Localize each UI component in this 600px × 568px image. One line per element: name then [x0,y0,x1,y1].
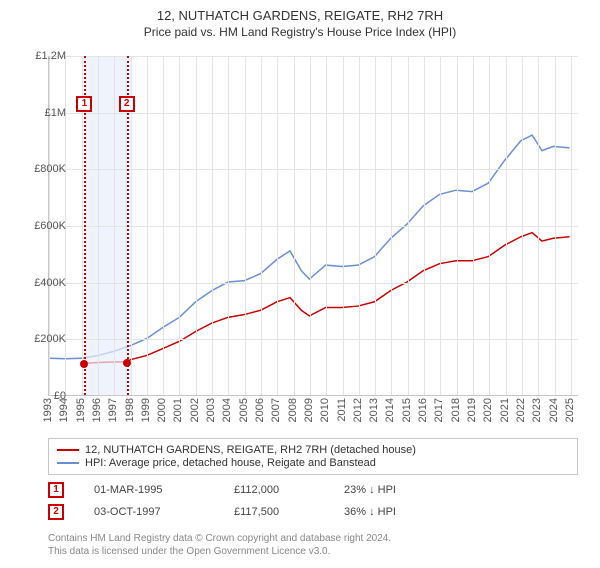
gridline-v [571,56,572,395]
gridline-v [555,56,556,395]
x-axis-label: 2023 [531,398,543,422]
gridline-v [440,56,441,395]
x-axis-label: 1996 [91,398,103,422]
chart-title: 12, NUTHATCH GARDENS, REIGATE, RH2 7RH [0,8,600,23]
gridline-v [179,56,180,395]
legend: 12, NUTHATCH GARDENS, REIGATE, RH2 7RH (… [48,438,578,475]
x-axis-label: 1998 [124,398,136,422]
event-delta: 23% ↓ HPI [344,484,396,496]
x-axis-label: 2019 [466,398,478,422]
event-table: 1 01-MAR-1995 £112,000 23% ↓ HPI 2 03-OCT-199… [48,482,396,526]
event-table-marker: 2 [48,504,64,520]
x-axis-label: 2016 [417,398,429,422]
gridline-v [277,56,278,395]
legend-row: HPI: Average price, detached house, Reig… [57,457,569,469]
y-axis-label: £1.2M [35,50,66,62]
gridline-v [343,56,344,395]
x-axis-label: 2022 [515,398,527,422]
copyright-line2: This data is licensed under the Open Gov… [48,545,391,558]
event-table-row: 1 01-MAR-1995 £112,000 23% ↓ HPI [48,482,396,498]
event-dot [123,359,131,367]
event-date: 01-MAR-1995 [94,484,204,496]
event-price: £112,000 [234,484,314,496]
x-axis-label: 2013 [368,398,380,422]
chart-subtitle: Price paid vs. HM Land Registry's House … [0,25,600,39]
event-date: 03-OCT-1997 [94,506,204,518]
gridline-v [506,56,507,395]
x-axis-label: 2021 [499,398,511,422]
x-axis-label: 2009 [303,398,315,422]
x-axis-label: 2024 [548,398,560,422]
x-axis-label: 1995 [75,398,87,422]
gridline-v [212,56,213,395]
y-axis-label: £400K [34,277,66,289]
event-marker-2: 2 [119,96,135,112]
event-table-marker: 1 [48,482,64,498]
x-axis-label: 2001 [172,398,184,422]
x-axis-label: 2008 [287,398,299,422]
legend-label: 12, NUTHATCH GARDENS, REIGATE, RH2 7RH (… [85,444,416,456]
event-delta: 36% ↓ HPI [344,506,396,518]
gridline-v [114,56,115,395]
x-axis-label: 2018 [450,398,462,422]
x-axis-label: 1997 [107,398,119,422]
x-axis-label: 2011 [336,398,348,422]
gridline-v [424,56,425,395]
gridline-v [489,56,490,395]
x-axis-label: 2014 [384,398,396,422]
x-axis-label: 2005 [238,398,250,422]
event-price: £117,500 [234,506,314,518]
gridline-v [538,56,539,395]
event-table-row: 2 03-OCT-1997 £117,500 36% ↓ HPI [48,504,396,520]
x-axis-label: 2010 [319,398,331,422]
x-axis-label: 2003 [205,398,217,422]
gridline-v [261,56,262,395]
event-marker-1: 1 [76,96,92,112]
gridline-v [391,56,392,395]
gridline-v [228,56,229,395]
x-axis-label: 2002 [189,398,201,422]
x-axis-label: 2006 [254,398,266,422]
x-axis-label: 2012 [352,398,364,422]
gridline-v [245,56,246,395]
y-axis-label: £800K [34,163,66,175]
x-axis-label: 2004 [221,398,233,422]
x-axis-label: 2017 [433,398,445,422]
gridline-v [457,56,458,395]
x-axis-label: 1993 [42,398,54,422]
legend-row: 12, NUTHATCH GARDENS, REIGATE, RH2 7RH (… [57,444,569,456]
x-axis-label: 1999 [140,398,152,422]
copyright-notice: Contains HM Land Registry data © Crown c… [48,532,391,558]
gridline-v [326,56,327,395]
gridline-v [522,56,523,395]
event-dot [80,360,88,368]
y-axis-label: £200K [34,333,66,345]
y-axis-label: £1M [45,107,66,119]
x-axis-label: 2000 [156,398,168,422]
gridline-v [359,56,360,395]
x-axis-label: 1994 [58,398,70,422]
legend-swatch [57,462,79,464]
gridline-v [147,56,148,395]
chart-container: 12, NUTHATCH GARDENS, REIGATE, RH2 7RH P… [0,8,600,568]
gridline-v [408,56,409,395]
gridline-v [163,56,164,395]
gridline-v [98,56,99,395]
gridline-v [294,56,295,395]
gridline-v [196,56,197,395]
legend-label: HPI: Average price, detached house, Reig… [85,457,376,469]
x-axis-label: 2025 [564,398,576,422]
x-axis-label: 2020 [482,398,494,422]
plot-area: 12 [48,56,578,396]
y-axis-label: £600K [34,220,66,232]
gridline-v [310,56,311,395]
gridline-v [473,56,474,395]
x-axis-label: 2015 [401,398,413,422]
copyright-line1: Contains HM Land Registry data © Crown c… [48,532,391,545]
legend-swatch [57,449,79,451]
gridline-v [375,56,376,395]
x-axis-label: 2007 [270,398,282,422]
